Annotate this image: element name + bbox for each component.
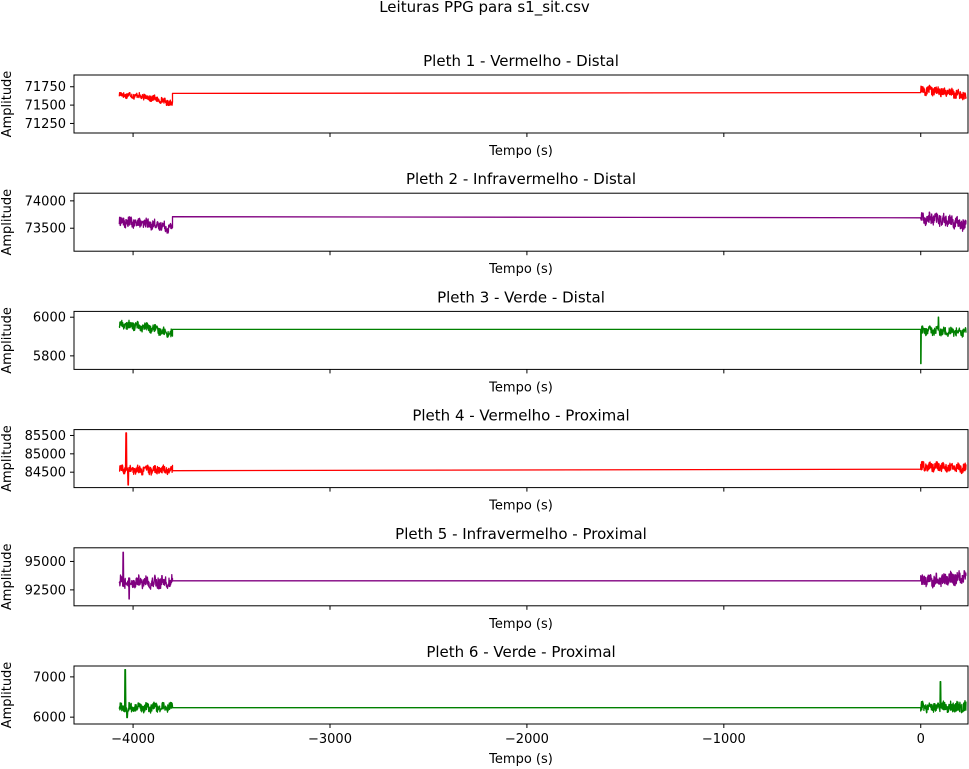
y-tick-label: 5800 [33,349,66,364]
subplot-5: Pleth 5 - Infravermelho - Proximal Amplit… [0,525,969,632]
series-line [118,668,967,719]
x-tick-label: 0 [917,732,925,747]
series-line [118,84,967,107]
axes-frame [73,665,969,725]
axes-frame [73,429,969,489]
subplot-1: Pleth 1 - Vermelho - Distal Amplitude Temp… [0,52,969,159]
y-axis-label: Amplitude [0,307,15,374]
y-axis-label: Amplitude [0,71,15,138]
y-tick-label: 6000 [33,711,66,726]
subplot-title: Pleth 5 - Infravermelho - Proximal [395,525,647,543]
y-axis-label: Amplitude [0,189,15,256]
y-tick-label: 7000 [33,670,66,685]
x-axis-label: Tempo (s) [488,617,553,632]
axes-frame [73,547,969,607]
x-tick-label: −1000 [702,732,746,747]
subplot-title: Pleth 3 - Verde - Distal [437,288,605,306]
axes-frame [73,74,969,134]
subplot-4: Pleth 4 - Vermelho - Proximal Amplitude Te… [0,407,969,514]
y-tick-label: 92500 [25,583,66,598]
x-axis-label: Tempo (s) [488,262,553,277]
y-axis-label: Amplitude [0,662,15,729]
series-line [118,211,967,234]
y-tick-label: 74000 [25,194,66,209]
axes-frame [73,192,969,252]
subplot-3: Pleth 3 - Verde - Distal Amplitude Tempo (… [0,288,969,395]
y-tick-label: 95000 [25,555,66,570]
subplot-title: Pleth 2 - Infravermelho - Distal [406,170,636,188]
y-tick-label: 71500 [25,99,66,114]
series-line [118,551,967,600]
y-tick-label: 73500 [25,222,66,237]
series-line [118,316,967,365]
x-axis-label: Tempo (s) [488,752,553,767]
series-line [118,432,967,486]
x-tick-label: −3000 [308,732,352,747]
y-tick-label: 71250 [25,117,66,132]
subplot-title: Pleth 1 - Vermelho - Distal [423,52,619,70]
x-axis-label: Tempo (s) [488,499,553,514]
subplot-title: Pleth 4 - Vermelho - Proximal [412,407,629,425]
subplot-2: Pleth 2 - Infravermelho - Distal Amplitud… [0,170,969,277]
y-tick-label: 71750 [25,80,66,95]
y-axis-label: Amplitude [0,425,15,492]
y-axis-label: Amplitude [0,543,15,610]
y-tick-label: 6000 [33,311,66,326]
subplot-6: Pleth 6 - Verde - Proximal Amplitude Tempo… [0,643,969,767]
figure-suptitle: Leituras PPG para s1_sit.csv [379,0,590,17]
x-tick-label: −2000 [505,732,549,747]
x-tick-label: −4000 [111,732,155,747]
subplot-title: Pleth 6 - Verde - Proximal [426,643,615,661]
x-axis-label: Tempo (s) [488,380,553,395]
axes-frame [73,310,969,370]
y-tick-label: 85500 [25,429,66,444]
x-axis-label: Tempo (s) [488,144,553,159]
y-tick-label: 84500 [25,466,66,481]
y-tick-label: 85000 [25,447,66,462]
